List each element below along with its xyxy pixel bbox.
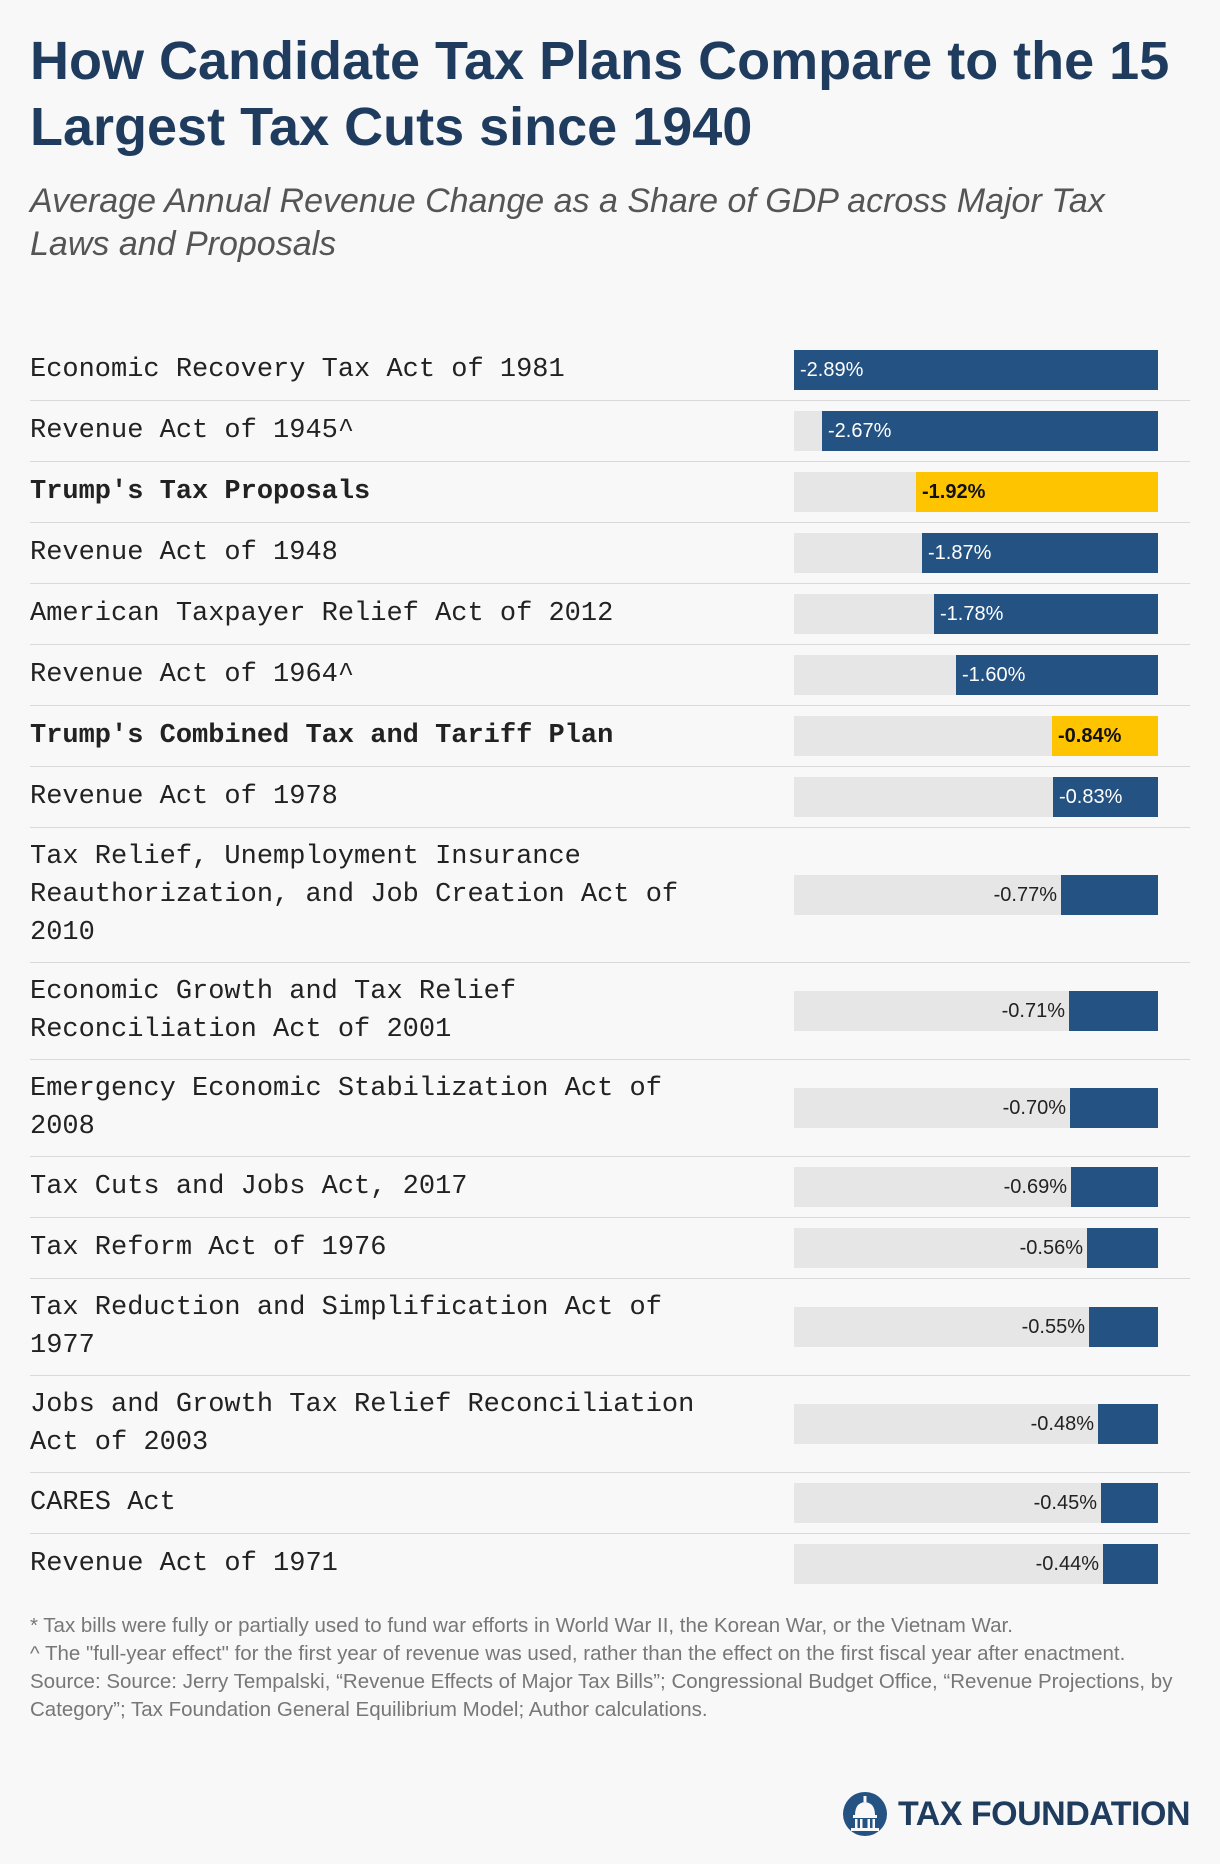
bar-row: Trump's Tax Proposals -1.92% — [30, 462, 1190, 523]
category-label: Tax Reduction and Simplification Act of … — [30, 1293, 662, 1361]
category-label: Tax Relief, Unemployment Insurance Reaut… — [30, 842, 679, 948]
bar-track: -1.60% — [794, 655, 1158, 695]
bar-track: -1.92% — [794, 472, 1158, 512]
value-label: -1.60% — [962, 664, 1026, 686]
category-label: Trump's Combined Tax and Tariff Plan — [30, 721, 614, 751]
bar-row: Tax Cuts and Jobs Act, 2017 -0.69% — [30, 1157, 1190, 1218]
bar-row: Trump's Combined Tax and Tariff Plan -0.8… — [30, 706, 1190, 767]
bar-row: Economic Recovery Tax Act of 1981 -2.89% — [30, 340, 1190, 401]
bar — [1098, 1404, 1158, 1444]
bar-track: -0.70% — [794, 1088, 1158, 1128]
value-label: -1.87% — [928, 542, 992, 564]
category-label: Revenue Act of 1945^ — [30, 416, 355, 446]
value-label: -0.45% — [1033, 1492, 1097, 1514]
bar — [1061, 875, 1158, 915]
bar-row: Economic Growth and Tax Relief Reconcili… — [30, 963, 1190, 1060]
value-label: -0.55% — [1021, 1316, 1085, 1338]
value-label: -0.77% — [993, 884, 1057, 906]
chart-subtitle: Average Annual Revenue Change as a Share… — [30, 182, 1105, 263]
bar-row: Revenue Act of 1964^ -1.60% — [30, 645, 1190, 706]
bar-row: Tax Reform Act of 1976 -0.56% — [30, 1218, 1190, 1279]
category-label: Jobs and Growth Tax Relief Reconciliatio… — [30, 1390, 695, 1458]
bar — [1089, 1307, 1158, 1347]
value-label: -0.56% — [1019, 1237, 1083, 1259]
bar-track: -0.48% — [794, 1404, 1158, 1444]
chart-title: How Candidate Tax Plans Compare to the 1… — [30, 31, 1170, 157]
value-label: -1.78% — [940, 603, 1004, 625]
footnote-full-year: ^ The "full-year effect" for the first y… — [30, 1642, 1126, 1665]
bar-row: Emergency Economic Stabilization Act of … — [30, 1060, 1190, 1157]
category-label: Emergency Economic Stabilization Act of … — [30, 1074, 662, 1142]
bar-track: -1.78% — [794, 594, 1158, 634]
bar-track: -0.56% — [794, 1228, 1158, 1268]
bar-row: Jobs and Growth Tax Relief Reconciliatio… — [30, 1376, 1190, 1473]
bar — [1103, 1544, 1158, 1584]
bar — [922, 533, 1158, 573]
bar-track: -0.45% — [794, 1483, 1158, 1523]
footnotes: * Tax bills were fully or partially used… — [30, 1612, 1200, 1724]
category-label: Revenue Act of 1948 — [30, 538, 338, 568]
category-label: Economic Growth and Tax Relief Reconcili… — [30, 977, 517, 1045]
bar-chart: Economic Recovery Tax Act of 1981 -2.89% R… — [30, 340, 1190, 1594]
tax-foundation-logo: TAX FOUNDATION — [842, 1786, 1191, 1842]
bar-track: -2.67% — [794, 411, 1158, 451]
capitol-dome-icon — [842, 1792, 887, 1836]
value-label: -0.70% — [1002, 1097, 1066, 1119]
bar — [1052, 716, 1158, 756]
category-label: Trump's Tax Proposals — [30, 477, 371, 507]
bar — [1053, 777, 1158, 817]
bar — [916, 472, 1158, 512]
bar-track: -0.44% — [794, 1544, 1158, 1584]
bar-track: -0.83% — [794, 777, 1158, 817]
category-label: Revenue Act of 1978 — [30, 782, 338, 812]
bar-row: American Taxpayer Relief Act of 2012 -1.7… — [30, 584, 1190, 645]
value-label: -0.48% — [1030, 1413, 1094, 1435]
bar-row: Revenue Act of 1948 -1.87% — [30, 523, 1190, 584]
bar-row: Tax Relief, Unemployment Insurance Reaut… — [30, 828, 1190, 963]
value-label: -0.69% — [1003, 1176, 1067, 1198]
value-label: -0.84% — [1058, 725, 1122, 747]
bar-track: -0.55% — [794, 1307, 1158, 1347]
logo-text: TAX FOUNDATION — [897, 1794, 1191, 1833]
bar-row: Revenue Act of 1978 -0.83% — [30, 767, 1190, 828]
value-label: -0.83% — [1059, 786, 1123, 808]
bar-row: Revenue Act of 1971 -0.44% — [30, 1534, 1190, 1594]
category-label: Economic Recovery Tax Act of 1981 — [30, 355, 565, 385]
bar-track: -0.71% — [794, 991, 1158, 1031]
bar — [1070, 1088, 1158, 1128]
value-label: -0.71% — [1001, 1000, 1065, 1022]
bar-row: Revenue Act of 1945^ -2.67% — [30, 401, 1190, 462]
bar — [822, 411, 1158, 451]
value-label: -1.92% — [922, 481, 986, 503]
bar — [1101, 1483, 1158, 1523]
bar — [1071, 1167, 1158, 1207]
category-label: Revenue Act of 1964^ — [30, 660, 355, 690]
category-label: American Taxpayer Relief Act of 2012 — [30, 599, 614, 629]
bar — [934, 594, 1158, 634]
value-label: -0.44% — [1035, 1553, 1099, 1575]
bar-track: -0.77% — [794, 875, 1158, 915]
footnote-source: Source: Source: Jerry Tempalski, “Revenu… — [30, 1670, 1173, 1721]
bar — [1069, 991, 1158, 1031]
category-label: Revenue Act of 1971 — [30, 1549, 338, 1579]
bar — [956, 655, 1158, 695]
bar-track: -2.89% — [794, 350, 1158, 390]
bar — [1087, 1228, 1158, 1268]
category-label: Tax Reform Act of 1976 — [30, 1233, 387, 1263]
bar-row: CARES Act -0.45% — [30, 1473, 1190, 1534]
bar-track: -0.84% — [794, 716, 1158, 756]
category-label: Tax Cuts and Jobs Act, 2017 — [30, 1172, 468, 1202]
value-label: -2.67% — [828, 420, 892, 442]
bar-track: -1.87% — [794, 533, 1158, 573]
footnote-war: * Tax bills were fully or partially used… — [30, 1614, 1013, 1637]
bar — [794, 350, 1158, 390]
bar-track: -0.69% — [794, 1167, 1158, 1207]
category-label: CARES Act — [30, 1488, 176, 1518]
bar-row: Tax Reduction and Simplification Act of … — [30, 1279, 1190, 1376]
value-label: -2.89% — [800, 359, 864, 381]
